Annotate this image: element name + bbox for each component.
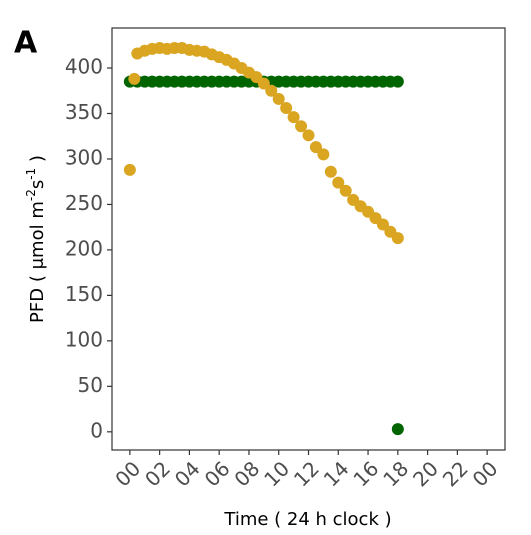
point <box>287 111 300 124</box>
y-axis-label-part: ) <box>27 155 48 168</box>
point <box>295 120 308 133</box>
point <box>376 218 389 231</box>
point <box>128 72 141 85</box>
point <box>280 102 293 115</box>
panel-label: A <box>14 26 38 61</box>
x-axis-label: Time ( 24 h clock ) <box>223 509 391 530</box>
point <box>391 232 404 245</box>
y-tick-label: 100 <box>65 327 103 351</box>
y-axis-label-part: s <box>27 180 48 189</box>
point <box>123 163 136 176</box>
y-tick-label: 50 <box>78 373 103 397</box>
y-axis-label-part: -2 <box>24 189 38 201</box>
point <box>332 176 345 189</box>
x-tick-label: 00 <box>468 456 503 491</box>
y-tick-label: 150 <box>65 282 103 306</box>
y-tick-label: 300 <box>65 145 103 169</box>
y-tick-label: 350 <box>65 100 103 124</box>
point <box>272 92 285 105</box>
point <box>302 129 315 142</box>
y-axis-label-part: PFD ( μmol m <box>27 201 48 323</box>
point <box>265 84 278 97</box>
y-axis-label: PFD ( μmol m-2s-1 ) <box>24 155 49 323</box>
point <box>317 148 330 161</box>
y-tick-label: 250 <box>65 191 103 215</box>
y-tick-label: 200 <box>65 236 103 260</box>
point <box>339 184 352 197</box>
y-tick-label: 0 <box>90 418 103 442</box>
point <box>391 75 404 88</box>
point <box>324 165 337 178</box>
y-tick-label: 400 <box>65 55 103 79</box>
point <box>309 141 322 154</box>
plot-panel <box>111 27 506 451</box>
point <box>257 77 270 90</box>
point <box>391 423 404 436</box>
y-axis-label-part: -1 <box>24 168 38 180</box>
